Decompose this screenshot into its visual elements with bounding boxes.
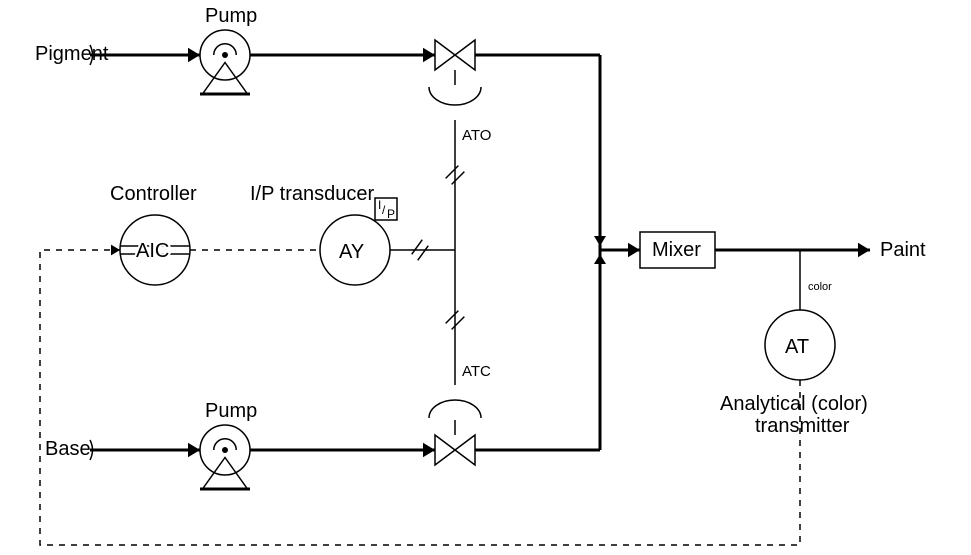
atc-label: ATC [462, 363, 491, 380]
valve-icon [435, 435, 455, 465]
ip-text-i: I [378, 198, 381, 212]
valve-icon [455, 40, 475, 70]
hash-icon [446, 166, 459, 179]
hash-icon [452, 317, 465, 330]
arrowhead-icon [188, 48, 200, 62]
pump-base-icon [203, 63, 248, 95]
at-caption2: transmitter [755, 415, 850, 437]
paint-label: Paint [880, 239, 926, 261]
ato-label: ATO [462, 127, 491, 144]
mixer-label: Mixer [652, 239, 701, 261]
ip-text-slash: / [382, 203, 386, 217]
feedback-line [40, 250, 800, 545]
at-caption1: Analytical (color) [720, 393, 868, 415]
ay-text: AY [339, 241, 364, 263]
hash-icon [412, 240, 423, 255]
transducer-label: I/P transducer [250, 183, 374, 205]
arrowhead-icon [858, 243, 870, 257]
arrowhead-icon [594, 236, 606, 246]
actuator-icon [429, 400, 481, 418]
pump-base-icon [203, 458, 248, 490]
pump-center-icon [222, 447, 228, 453]
ip-text-p: P [387, 207, 395, 221]
hash-icon [452, 172, 465, 185]
valve-icon [435, 40, 455, 70]
controller-label: Controller [110, 183, 197, 205]
arrowhead-icon [628, 243, 640, 257]
actuator-icon [429, 87, 481, 105]
arrowhead-icon [594, 254, 606, 264]
arrowhead-icon [111, 245, 120, 256]
hash-icon [418, 246, 429, 261]
color-label: color [808, 281, 832, 293]
base-label: Base [45, 438, 91, 460]
arrowhead-icon [188, 443, 200, 457]
hash-icon [446, 311, 459, 324]
arrowhead-icon [423, 48, 435, 62]
valve-icon [455, 435, 475, 465]
pump-top-label: Pump [205, 5, 257, 27]
arrowhead-icon [423, 443, 435, 457]
pump-center-icon [222, 52, 228, 58]
at-text: AT [785, 336, 809, 358]
pump-bot-label: Pump [205, 400, 257, 422]
aic-text: AIC [136, 240, 169, 262]
